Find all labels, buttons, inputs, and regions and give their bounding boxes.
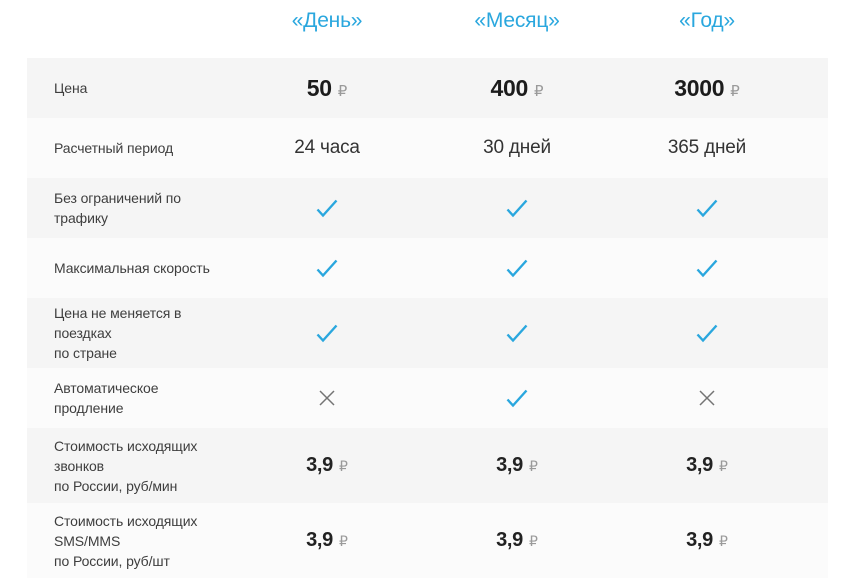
fee-value: 3,9 — [686, 454, 713, 476]
fee-cell-year: 3,9 ₽ — [612, 529, 802, 552]
ruble-sign: ₽ — [718, 533, 728, 549]
column-header-year: «Год» — [679, 9, 735, 32]
check-icon — [696, 324, 718, 343]
row-label-line2: по России, руб/мин — [54, 477, 178, 494]
ruble-sign: ₽ — [528, 533, 538, 549]
row-label: Цена не меняется в поездках по стране — [27, 303, 227, 363]
fee-value: 3,9 — [496, 454, 523, 476]
table-row-autorenew: Автоматическое продление — [27, 368, 828, 428]
fee-cell-month: 3,9 ₽ — [422, 454, 612, 477]
row-label: Стоимость исходящих SMS/MMS по России, р… — [27, 511, 227, 571]
table-row-speed: Максимальная скорость — [27, 238, 828, 298]
check-icon — [506, 199, 528, 218]
ruble-sign: ₽ — [528, 458, 538, 474]
period-cell-day: 24 часа — [294, 137, 360, 158]
fee-value: 3,9 — [496, 529, 523, 551]
price-cell-day: 50 ₽ — [232, 75, 422, 102]
row-label: Расчетный период — [54, 140, 174, 156]
price-cell-year: 3000 ₽ — [612, 75, 802, 102]
table-row-sms: Стоимость исходящих SMS/MMS по России, р… — [27, 503, 828, 578]
cross-icon — [319, 390, 335, 406]
check-icon — [506, 259, 528, 278]
check-icon — [316, 199, 338, 218]
fee-cell-year: 3,9 ₽ — [612, 454, 802, 477]
row-label-line1: Стоимость исходящих звонков — [54, 437, 198, 474]
price-value: 3000 — [674, 74, 725, 101]
fee-cell-month: 3,9 ₽ — [422, 529, 612, 552]
fee-value: 3,9 — [306, 454, 333, 476]
column-header-month: «Месяц» — [474, 9, 560, 32]
tariff-comparison-table: «День» «Месяц» «Год» Цена 50 ₽ 400 ₽ 3000 ₽… — [27, 0, 828, 578]
period-cell-month: 30 дней — [483, 137, 551, 158]
check-icon — [316, 324, 338, 343]
ruble-sign: ₽ — [730, 82, 740, 100]
check-icon — [696, 259, 718, 278]
fee-cell-day: 3,9 ₽ — [232, 529, 422, 552]
table-row-travel: Цена не меняется в поездках по стране — [27, 298, 828, 368]
row-label: Цена — [54, 80, 88, 96]
row-label: Максимальная скорость — [54, 260, 210, 276]
row-label-line2: по России, руб/шт — [54, 552, 170, 569]
row-label: Без ограничений по трафику — [54, 190, 181, 226]
table-row-calls: Стоимость исходящих звонков по России, р… — [27, 428, 828, 503]
ruble-sign: ₽ — [338, 533, 348, 549]
price-cell-month: 400 ₽ — [422, 75, 612, 102]
table-row-price: Цена 50 ₽ 400 ₽ 3000 ₽ — [27, 58, 828, 118]
price-value: 400 — [490, 74, 528, 101]
cross-icon — [699, 390, 715, 406]
ruble-sign: ₽ — [338, 458, 348, 474]
fee-value: 3,9 — [306, 529, 333, 551]
ruble-sign: ₽ — [718, 458, 728, 474]
check-icon — [696, 199, 718, 218]
fee-cell-day: 3,9 ₽ — [232, 454, 422, 477]
row-label-line2: по стране — [54, 345, 117, 361]
row-label-line1: Цена не меняется в поездках — [54, 305, 182, 341]
check-icon — [316, 259, 338, 278]
table-header: «День» «Месяц» «Год» — [27, 0, 828, 58]
fee-value: 3,9 — [686, 529, 713, 551]
period-cell-year: 365 дней — [667, 137, 747, 158]
row-label-line1: Стоимость исходящих SMS/MMS — [54, 512, 198, 549]
table-row-period: Расчетный период 24 часа 30 дней 365 дне… — [27, 118, 828, 178]
row-label: Стоимость исходящих звонков по России, р… — [27, 436, 227, 496]
column-header-day: «День» — [291, 9, 363, 32]
ruble-sign: ₽ — [533, 82, 544, 100]
check-icon — [506, 389, 528, 408]
check-icon — [506, 324, 528, 343]
table-row-traffic: Без ограничений по трафику — [27, 178, 828, 238]
ruble-sign: ₽ — [337, 82, 348, 100]
price-value: 50 — [306, 74, 332, 101]
row-label: Автоматическое продление — [54, 380, 159, 416]
